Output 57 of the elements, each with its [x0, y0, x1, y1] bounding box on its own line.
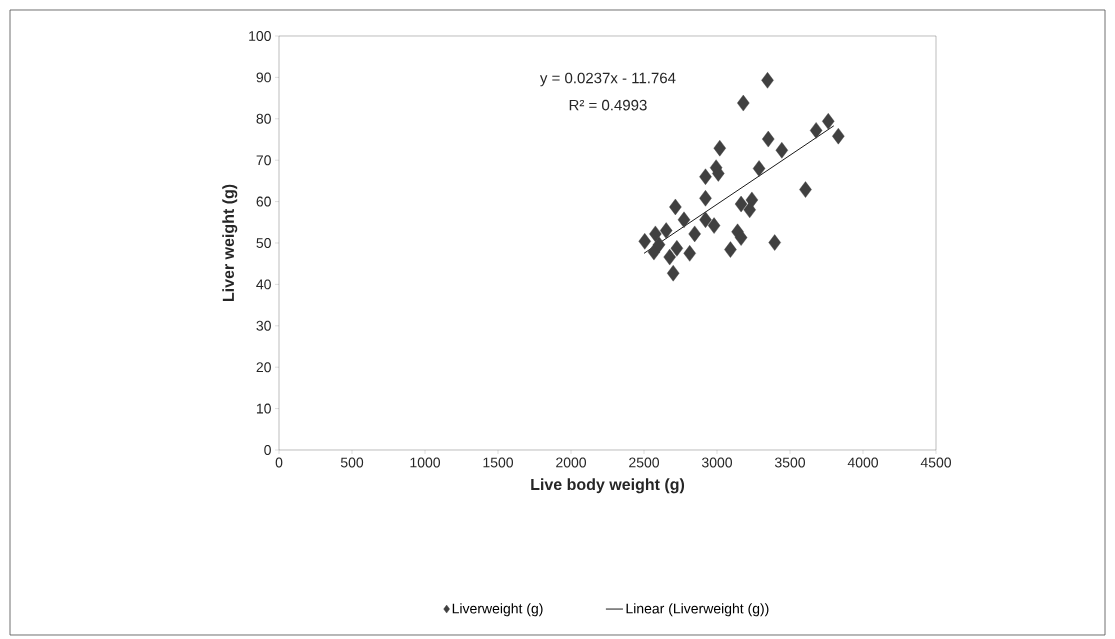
- point: [669, 198, 682, 216]
- y-tick-label: 100: [249, 31, 271, 41]
- point: [713, 139, 726, 157]
- y-tick-label: 90: [256, 72, 271, 83]
- point: [663, 248, 676, 266]
- x-tick-label: 2000: [556, 457, 587, 468]
- point: [677, 211, 691, 229]
- annotation: R² = 0.4993: [569, 99, 647, 111]
- y-tick-label: 70: [256, 155, 271, 166]
- y-tick-label: 80: [256, 113, 271, 124]
- x-tick-label: 0: [275, 457, 283, 468]
- y-tick-label: 20: [256, 362, 271, 373]
- x-tick-label: 4000: [847, 457, 879, 468]
- y-tick-label: 50: [256, 238, 271, 248]
- y-tick-label: 10: [256, 403, 271, 414]
- point: [832, 127, 845, 145]
- legend-label: Linear (Liverweight (g)): [626, 603, 769, 617]
- y-tick-label: 60: [256, 196, 271, 207]
- x-tick-label: 3500: [774, 457, 806, 468]
- point: [762, 130, 775, 148]
- point: [638, 233, 651, 250]
- x-axis-title: Live body weight (g): [531, 478, 685, 494]
- point: [652, 236, 666, 253]
- y-axis-title: Liver weight (g): [222, 184, 238, 302]
- point: [699, 190, 712, 207]
- point: [670, 240, 684, 257]
- point: [688, 225, 701, 243]
- y-tick-label: 0: [264, 445, 271, 455]
- point: [707, 217, 721, 234]
- point: [775, 142, 789, 159]
- point: [649, 225, 662, 243]
- point: [809, 122, 823, 139]
- point: [667, 265, 680, 282]
- x-tick-label: 1000: [410, 457, 441, 468]
- x-tick-label: 2500: [629, 457, 660, 468]
- point: [683, 245, 696, 262]
- y-tick-label: 40: [256, 279, 271, 290]
- x-tick-label: 4500: [920, 457, 952, 468]
- point: [734, 195, 748, 213]
- point: [761, 72, 774, 89]
- point: [699, 211, 712, 229]
- point: [743, 201, 756, 219]
- legend-label: Liverweight (g): [452, 603, 543, 617]
- point: [734, 229, 748, 246]
- point: [737, 94, 750, 112]
- x-tick-label: 3000: [701, 457, 733, 468]
- point: [699, 168, 712, 185]
- annotation: y = 0.0237x - 11.764: [539, 72, 676, 87]
- x-tick-label: 500: [340, 457, 364, 468]
- x-tick-label: 1500: [483, 457, 514, 468]
- point: [768, 234, 781, 251]
- point: [660, 222, 673, 239]
- y-tick-label: 30: [256, 320, 271, 331]
- point: [822, 113, 835, 130]
- point: [724, 241, 737, 258]
- point: [752, 160, 766, 177]
- point: [799, 181, 812, 198]
